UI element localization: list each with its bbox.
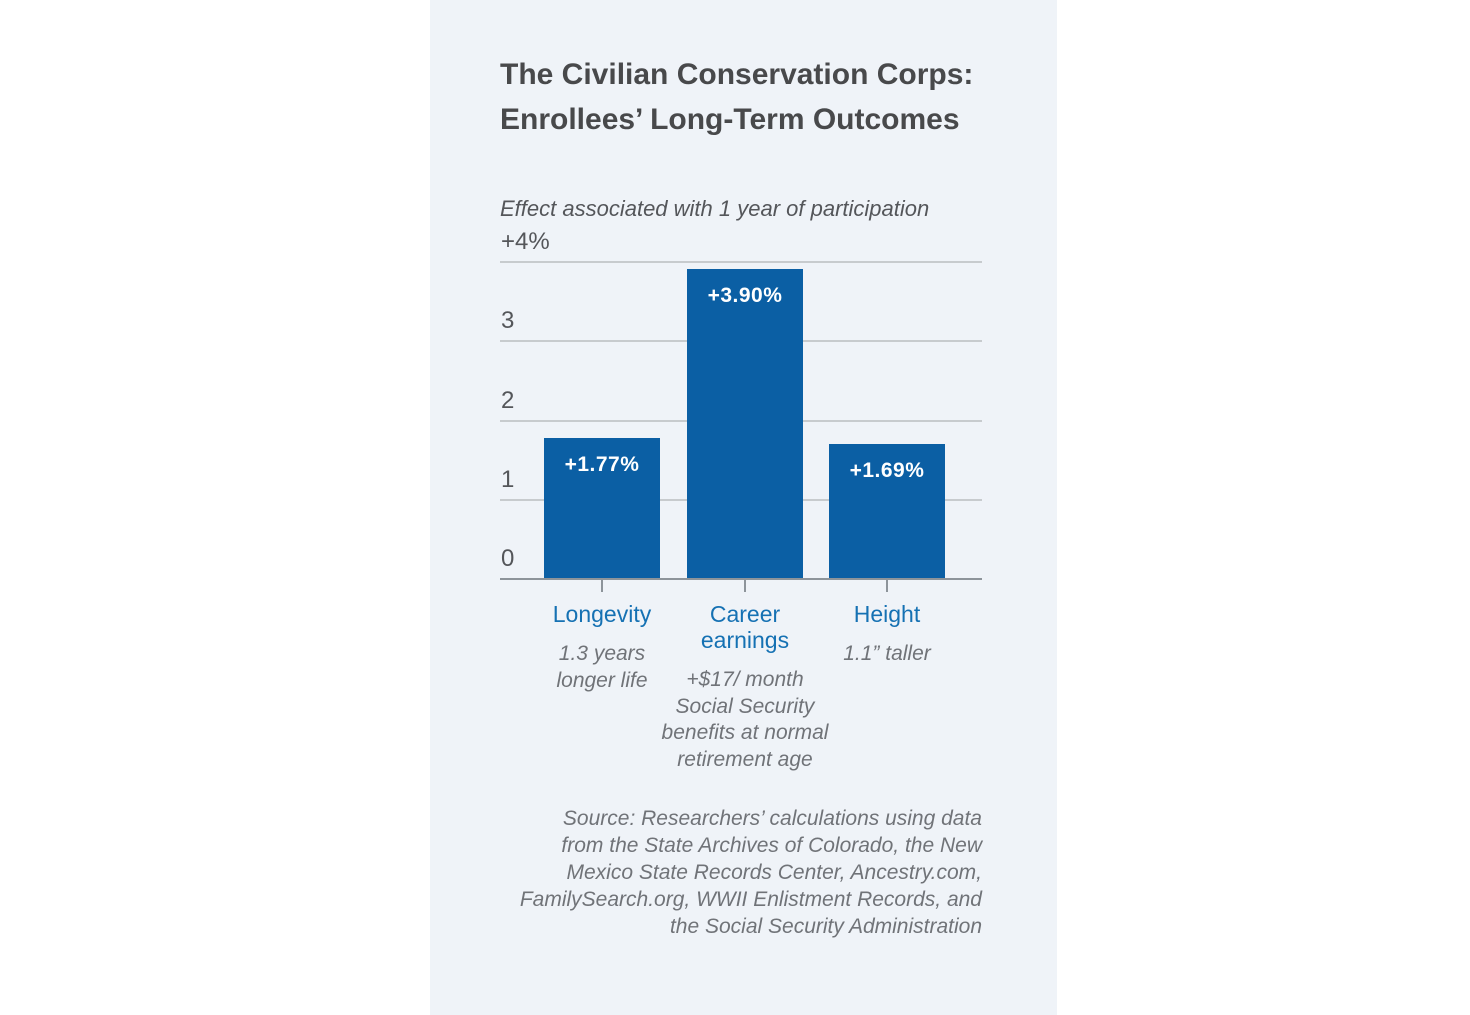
plot-area: +4% 3 2 1 0 +1.77% +3.90% +1.69%	[500, 228, 982, 592]
category-column-longevity: Longevity 1.3 years longer life	[492, 601, 712, 694]
category-label-career-earnings: Career earnings	[700, 601, 790, 653]
bar-value-label: +3.90%	[707, 283, 783, 307]
chart-title: The Civilian Conservation Corps: Enrolle…	[500, 58, 974, 136]
bar-value-label: +1.77%	[564, 452, 640, 476]
bar-career-earnings: +3.90%	[687, 268, 803, 578]
y-axis-tick-label: 1	[501, 465, 515, 493]
chart-subtitle: Effect associated with 1 year of partici…	[500, 196, 930, 221]
category-label-height: Height	[853, 601, 921, 627]
category-sublabel-longevity: 1.3 years longer life	[556, 642, 648, 692]
y-axis-tick-label: +4%	[501, 228, 550, 255]
bar-longevity: +1.77%	[544, 437, 660, 578]
figure-panel: The Civilian Conservation Corps: Enrolle…	[430, 0, 1057, 1015]
y-axis-tick-label: 3	[501, 307, 515, 335]
category-sublabel-height: 1.1” taller	[843, 642, 931, 665]
x-axis-tick	[744, 580, 746, 592]
figure-content: The Civilian Conservation Corps: Enrolle…	[500, 0, 982, 940]
category-column-height: Height 1.1” taller	[777, 601, 997, 668]
bar-height: +1.69%	[829, 444, 945, 578]
bar-value-label: +1.69%	[849, 459, 925, 483]
x-axis-tick	[601, 580, 603, 592]
category-sublabel-career-earnings: +$17/ month Social Security benefits at …	[661, 668, 829, 771]
y-axis-tick-label: 0	[501, 545, 515, 572]
gridline-4	[500, 261, 982, 263]
x-axis-tick	[886, 580, 888, 592]
category-column-career-earnings: Career earnings +$17/ month Social Secur…	[635, 601, 855, 773]
x-axis-labels: Longevity 1.3 years longer life Career e…	[500, 580, 982, 780]
source-note: Source: Researchers’ calculations using …	[519, 807, 982, 938]
category-label-longevity: Longevity	[552, 601, 652, 627]
y-axis-tick-label: 2	[501, 386, 515, 414]
